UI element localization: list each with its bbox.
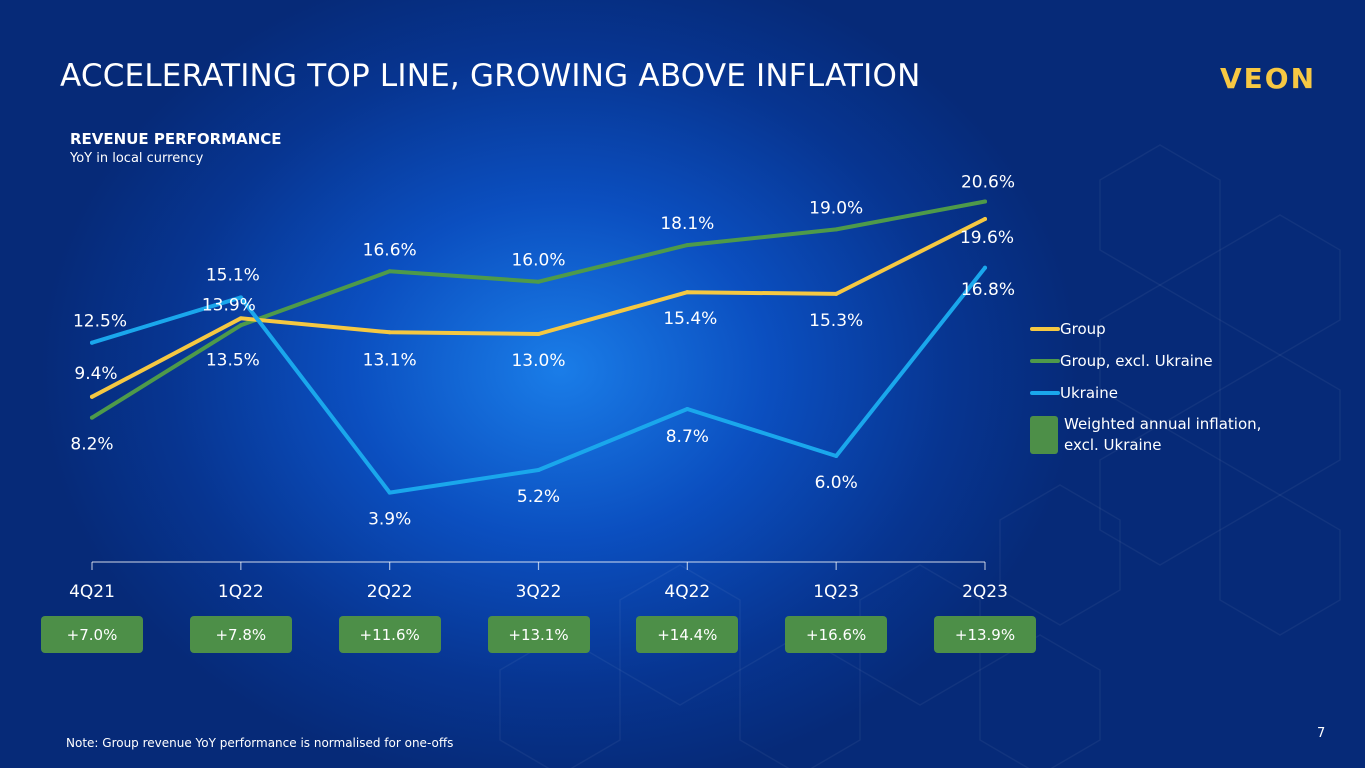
data-label-group-excl-ukraine: 16.6% [363, 240, 417, 260]
data-label-group-excl-ukraine: 13.5% [206, 350, 260, 370]
data-point-group-excl-ukraine [387, 269, 392, 274]
legend-item-inflation: Weighted annual inflation, excl. Ukraine [1030, 414, 1294, 456]
data-point-ukraine [90, 340, 94, 345]
data-point-group-excl-ukraine [834, 227, 839, 232]
veon-logo: VEON [1220, 62, 1317, 95]
data-point-group-excl-ukraine [983, 199, 987, 204]
legend-label-inflation: Weighted annual inflation, excl. Ukraine [1064, 415, 1262, 454]
legend-item-ukraine: Ukraine [1030, 384, 1118, 402]
data-point-group [90, 394, 94, 399]
inflation-badge: +13.9% [934, 616, 1036, 653]
data-label-ukraine: 8.7% [666, 427, 709, 447]
footnote: Note: Group revenue YoY performance is n… [66, 736, 454, 750]
inflation-badge: +7.8% [189, 616, 292, 653]
x-tick-label: 2Q23 [962, 582, 1008, 602]
x-tick-label: 2Q22 [367, 582, 413, 602]
data-point-group [387, 330, 392, 335]
data-label-group: 15.4% [663, 309, 717, 329]
data-point-ukraine [834, 454, 839, 459]
inflation-badge: +16.6% [785, 616, 888, 653]
legend-item-group: Group [1030, 320, 1106, 338]
data-label-group: 19.6% [960, 228, 1014, 248]
data-point-group [685, 290, 690, 295]
data-point-group [536, 332, 541, 337]
chart-subtitle: YoY in local currency [70, 151, 204, 166]
data-label-group-excl-ukraine: 20.6% [961, 173, 1015, 193]
data-label-group-excl-ukraine: 18.1% [660, 214, 714, 234]
inflation-badge: +7.0% [41, 616, 143, 653]
x-tick-label: 4Q22 [664, 582, 710, 602]
data-point-group-excl-ukraine [536, 279, 541, 284]
data-label-group: 13.0% [511, 351, 565, 371]
data-label-group-excl-ukraine: 16.0% [511, 251, 565, 271]
data-point-group [983, 216, 987, 221]
data-label-ukraine: 6.0% [815, 473, 858, 493]
data-point-ukraine [387, 490, 392, 495]
data-label-group: 9.4% [74, 364, 117, 384]
data-label-group-excl-ukraine: 19.0% [809, 198, 863, 218]
legend-swatch-inflation [1030, 416, 1058, 454]
page-title: ACCELERATING TOP LINE, GROWING ABOVE INF… [60, 58, 921, 94]
data-label-group: 15.3% [809, 311, 863, 331]
inflation-badge: +13.1% [487, 616, 590, 653]
legend-label-group: Group [1060, 320, 1106, 338]
legend-swatch-group-excl-ukraine [1030, 359, 1060, 363]
x-tick-label: 1Q23 [813, 582, 859, 602]
inflation-badge: +14.4% [636, 616, 739, 653]
legend-label-group-excl-ukraine: Group, excl. Ukraine [1060, 352, 1213, 370]
data-label-ukraine: 3.9% [368, 510, 411, 530]
data-point-ukraine [685, 406, 690, 411]
data-point-group [238, 316, 243, 321]
data-point-ukraine [238, 295, 243, 300]
data-label-group-excl-ukraine: 8.2% [70, 435, 113, 455]
page-number: 7 [1317, 726, 1326, 741]
legend-swatch-ukraine [1030, 391, 1060, 395]
legend-item-group-excl-ukraine: Group, excl. Ukraine [1030, 352, 1213, 370]
data-point-group-excl-ukraine [90, 415, 94, 420]
data-label-ukraine: 16.8% [961, 280, 1015, 300]
data-label-ukraine: 5.2% [517, 487, 560, 507]
data-point-group [834, 291, 839, 296]
x-tick-label: 1Q22 [218, 582, 264, 602]
data-point-ukraine [983, 265, 987, 270]
data-label-group: 13.9% [202, 295, 256, 315]
data-label-group: 13.1% [363, 350, 417, 370]
legend-swatch-group [1030, 327, 1060, 331]
inflation-badge: +11.6% [338, 616, 441, 653]
data-label-ukraine: 15.1% [206, 265, 260, 285]
data-label-ukraine: 12.5% [73, 312, 127, 332]
data-point-ukraine [536, 467, 541, 472]
x-tick-label: 3Q22 [516, 582, 562, 602]
data-point-group-excl-ukraine [685, 243, 690, 248]
data-point-group-excl-ukraine [238, 323, 243, 328]
legend-label-ukraine: Ukraine [1060, 384, 1118, 402]
chart-title: REVENUE PERFORMANCE [70, 130, 282, 148]
x-tick-label: 4Q21 [69, 582, 115, 602]
